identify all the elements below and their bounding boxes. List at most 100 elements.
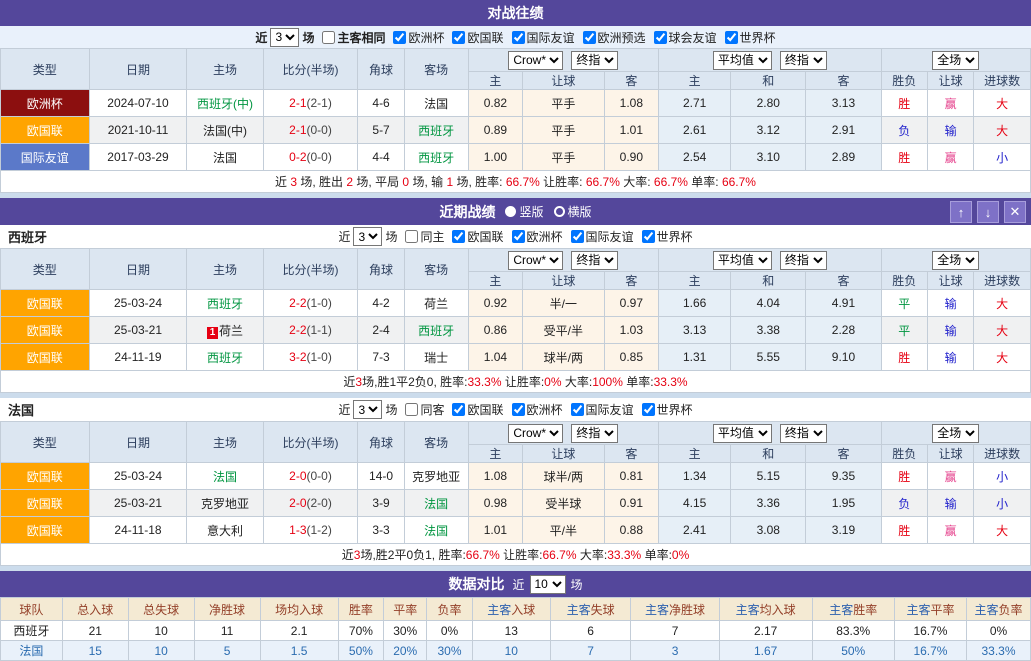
result-cell: 胜 — [880, 516, 928, 544]
stat-cell: 7 — [549, 640, 632, 661]
fulltime-select[interactable]: 全场 — [932, 423, 980, 443]
league-checkbox-euro[interactable] — [393, 30, 407, 44]
col-odds-handicap-header: 让球 — [522, 271, 605, 290]
fulltime-select[interactable]: 全场 — [932, 50, 980, 70]
league-label: 球会友谊 — [668, 30, 717, 45]
same-away-checkbox[interactable] — [405, 403, 419, 416]
avg-away-cell: 3.19 — [805, 516, 882, 544]
date-cell: 25-03-21 — [88, 316, 188, 344]
stat-cell: 13 — [471, 620, 551, 641]
handicap-result-cell: 输 — [926, 289, 975, 317]
league-checkbox-worldcup[interactable] — [641, 230, 655, 243]
h2h-filter-row: 近 3 场 主客相同 欧洲杯 欧国联 国际友谊 欧洲预选 球会友谊 世界杯 — [0, 26, 1031, 48]
horizontal-layout-radio[interactable] — [553, 206, 565, 217]
vertical-layout-label: 竖版 — [519, 205, 544, 219]
same-home-label: 同主 — [420, 230, 445, 244]
summary-text: 近 — [343, 375, 356, 389]
league-checkbox-nations[interactable] — [452, 403, 466, 416]
league-label: 欧国联 — [467, 30, 504, 45]
stat-cell: 30% — [383, 620, 428, 641]
average-select[interactable]: 平均值 — [712, 423, 772, 443]
average-stage-select[interactable]: 终指 — [779, 423, 827, 443]
fulltime-group-header: 全场 — [880, 421, 1031, 445]
compare-count-select[interactable]: 10 — [529, 574, 566, 594]
average-select[interactable]: 平均值 — [712, 50, 772, 70]
fulltime-score: 2-0 — [289, 496, 307, 510]
col-total-goals-header: 总入球 — [61, 597, 129, 621]
score-cell: 2-1(2-1) — [262, 89, 359, 117]
france-recent-table: 类型 日期 主场 比分(半场) 角球 客场 Crow* 终指 平均值 终指 全场 主… — [0, 421, 1031, 544]
corner-cell: 3-3 — [357, 516, 405, 544]
league-checkbox-worldcup[interactable] — [724, 30, 738, 44]
avg-away-cell: 1.95 — [805, 489, 882, 517]
home-team-cell: 法国 — [186, 143, 264, 171]
fulltime-select[interactable]: 全场 — [932, 250, 980, 270]
home-team-cell: 法国 — [186, 462, 264, 490]
col-odds-home-header: 主 — [467, 271, 524, 290]
col-score-header: 比分(半场) — [262, 421, 359, 463]
league-checkbox-euroqual[interactable] — [582, 30, 596, 44]
col-avg-draw-header: 和 — [730, 444, 807, 463]
france-count-select[interactable]: 3 — [353, 400, 383, 419]
odds-provider-select[interactable]: Crow* — [508, 250, 564, 270]
average-stage-select[interactable]: 终指 — [779, 50, 827, 70]
league-checkbox-friendly[interactable] — [570, 403, 584, 416]
league-checkbox-friendly[interactable] — [511, 30, 525, 44]
avg-draw-cell: 3.36 — [730, 489, 807, 517]
halftime-score: (0-0) — [306, 150, 332, 164]
move-down-button[interactable]: ↓ — [977, 201, 999, 223]
odds-provider-select[interactable]: Crow* — [508, 50, 564, 70]
summary-value: 3 — [290, 174, 298, 189]
league-label: 欧洲杯 — [526, 230, 563, 244]
home-team-cell: 西班牙(中) — [186, 89, 264, 117]
result-cell: 胜 — [880, 143, 928, 171]
col-odds-handicap-header: 让球 — [522, 444, 605, 463]
goals-result-cell: 大 — [973, 289, 1031, 317]
section-divider — [0, 566, 1031, 571]
odds-handicap-cell: 半/一 — [522, 289, 605, 317]
handicap-result-cell: 赢 — [926, 89, 975, 117]
odds-group-header: Crow* 终指 — [467, 421, 660, 445]
league-checkbox-euro[interactable] — [511, 403, 525, 416]
stat-cell: 1.67 — [718, 640, 813, 661]
result-cell: 平 — [880, 289, 928, 317]
h2h-count-select[interactable]: 3 — [270, 27, 300, 47]
odds-stage-select[interactable]: 终指 — [571, 423, 619, 443]
france-team-name: 法国 — [8, 403, 35, 418]
odds-provider-select[interactable]: Crow* — [508, 423, 564, 443]
spain-count-select[interactable]: 3 — [353, 227, 383, 246]
league-checkbox-nations[interactable] — [452, 30, 466, 44]
odds-handicap-cell: 球半/两 — [522, 343, 605, 371]
league-label: 欧国联 — [467, 403, 504, 417]
near-label: 近 — [338, 230, 351, 244]
col-team-header: 球队 — [0, 597, 63, 621]
odds-stage-select[interactable]: 终指 — [571, 50, 619, 70]
odds-handicap-cell: 受平/半 — [522, 316, 605, 344]
odds-away-cell: 0.97 — [603, 289, 660, 317]
match-row: 欧洲杯 2024-07-10 西班牙(中) 2-1(2-1) 4-6 法国 0.… — [0, 89, 1031, 117]
close-button[interactable]: ✕ — [1004, 201, 1026, 223]
col-odds-handicap-header: 让球 — [522, 71, 605, 90]
avg-away-cell: 3.13 — [805, 89, 882, 117]
average-stage-select[interactable]: 终指 — [779, 250, 827, 270]
col-loss-rate-header: 负率 — [426, 597, 473, 621]
date-cell: 2021-10-11 — [88, 116, 188, 144]
same-home-checkbox[interactable] — [405, 230, 419, 243]
away-team-cell: 荷兰 — [403, 289, 469, 317]
horizontal-layout-label: 横版 — [567, 205, 592, 219]
summary-text: 大率: — [561, 375, 593, 389]
league-checkbox-friendly[interactable] — [570, 230, 584, 243]
odds-stage-select[interactable]: 终指 — [571, 250, 619, 270]
league-checkbox-clubfriendly[interactable] — [653, 30, 667, 44]
matches-label: 场 — [570, 577, 583, 592]
average-select[interactable]: 平均值 — [712, 250, 772, 270]
move-up-button[interactable]: ↑ — [950, 201, 972, 223]
spain-filter-row: 西班牙 近 3 场 同主 欧国联 欧洲杯 国际友谊 世界杯 — [0, 225, 1031, 248]
league-checkbox-nations[interactable] — [452, 230, 466, 243]
stat-cell: 15 — [61, 640, 129, 661]
corner-cell: 3-9 — [357, 489, 405, 517]
league-checkbox-euro[interactable] — [511, 230, 525, 243]
vertical-layout-radio[interactable] — [505, 206, 517, 217]
league-checkbox-worldcup[interactable] — [641, 403, 655, 416]
same-venue-checkbox[interactable] — [322, 30, 336, 44]
